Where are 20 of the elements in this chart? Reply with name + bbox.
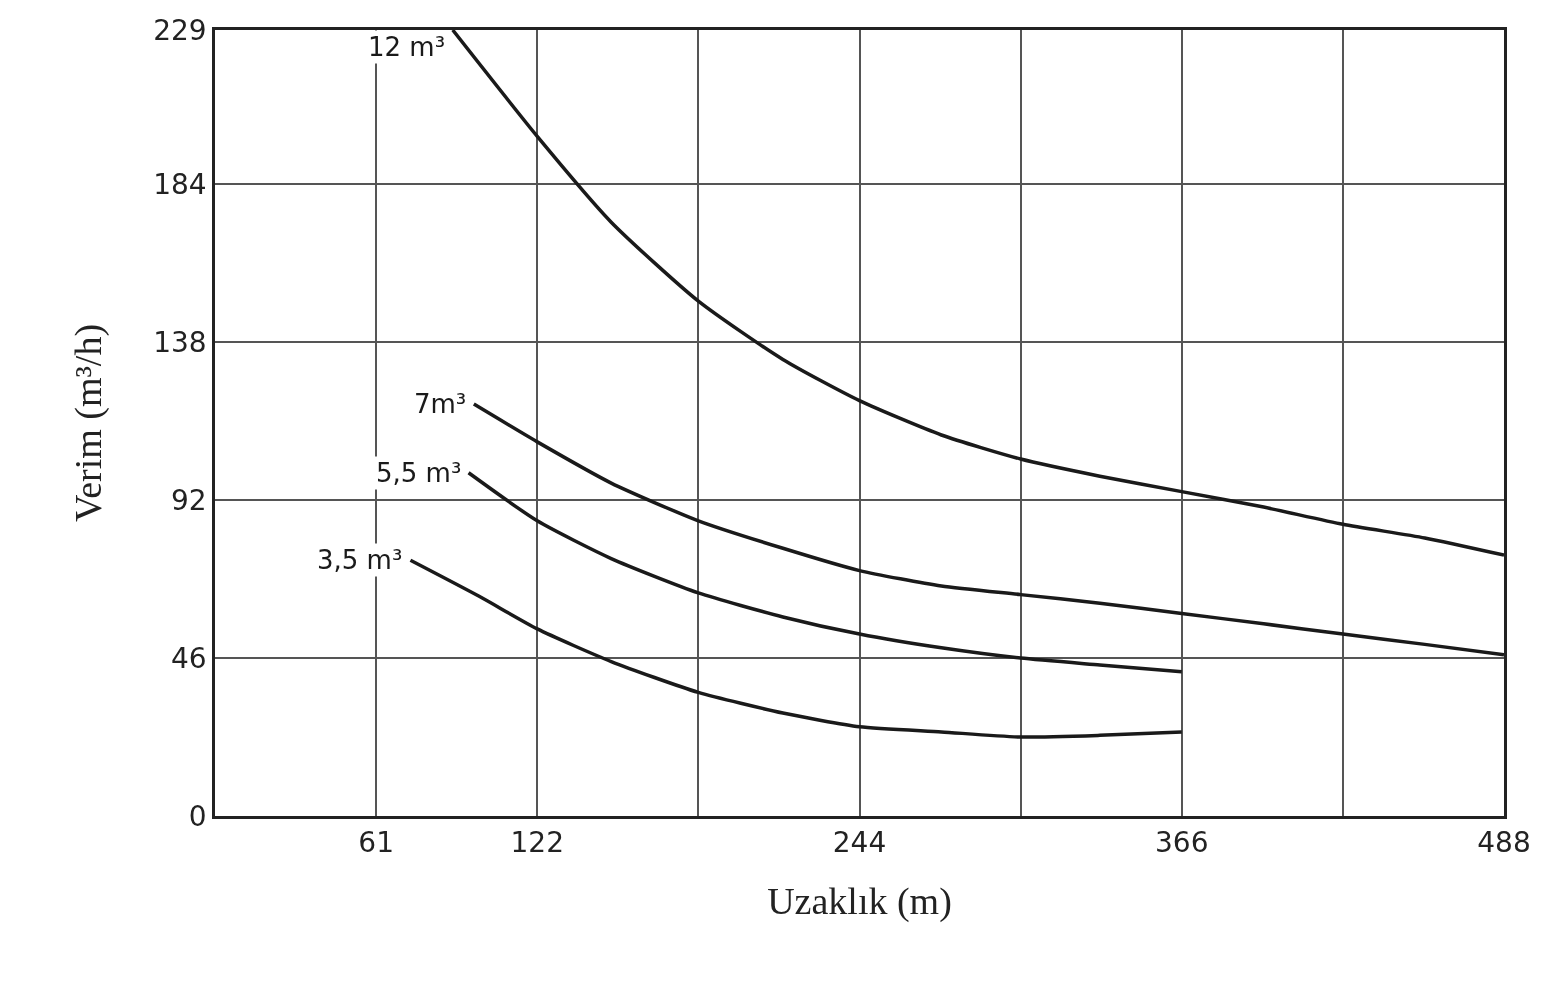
x-tick-label: 61 xyxy=(358,826,394,860)
y-tick-label: 92 xyxy=(171,484,207,518)
x-axis-title: Uzaklık (m) xyxy=(767,880,952,924)
y-tick-label: 138 xyxy=(153,326,207,360)
series-label: 5,5 m³ xyxy=(376,458,462,488)
x-tick-label: 122 xyxy=(510,826,564,860)
y-tick-label: 0 xyxy=(188,799,207,833)
y-tick-label: 184 xyxy=(153,168,207,202)
x-tick-label: 244 xyxy=(832,826,887,860)
line-series xyxy=(472,402,1504,657)
x-tick-label: 366 xyxy=(1155,826,1209,860)
series-label: 7m³ xyxy=(414,389,467,419)
series-label: 12 m³ xyxy=(368,32,446,62)
line-series xyxy=(408,558,1184,739)
line-series xyxy=(466,471,1184,674)
x-tick-label: 488 xyxy=(1477,826,1531,860)
y-tick-label: 46 xyxy=(171,641,207,675)
y-tick-label: 229 xyxy=(153,13,207,47)
y-axis-title: Verim (m³/h) xyxy=(67,323,111,523)
series-label: 3,5 m³ xyxy=(317,545,403,575)
